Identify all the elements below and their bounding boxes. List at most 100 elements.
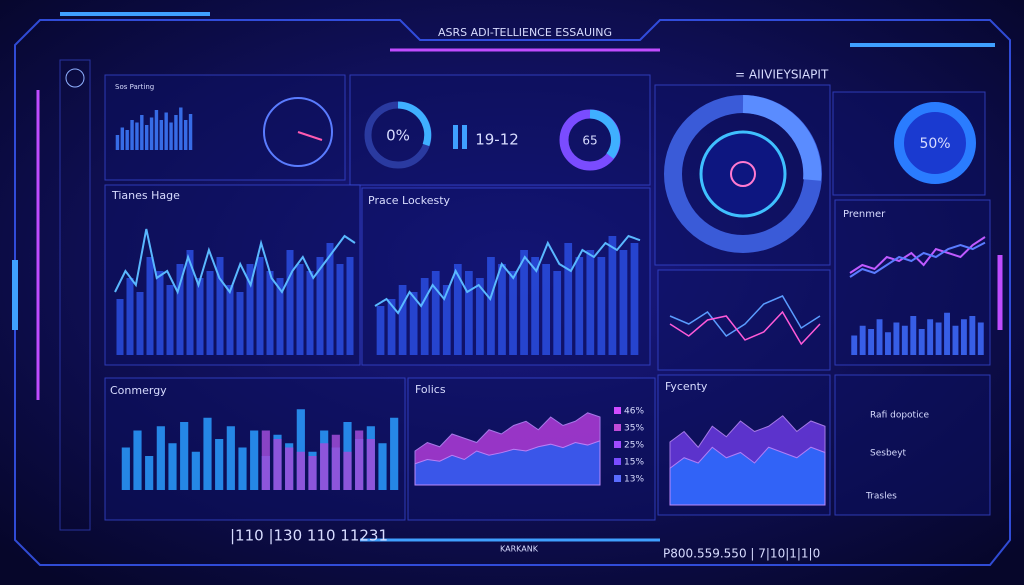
bar (115, 135, 120, 150)
panel-title: Folics (415, 383, 446, 396)
line (849, 241, 986, 278)
bar (215, 439, 224, 490)
bar (409, 292, 418, 355)
list-item[interactable]: Sesbeyt (870, 449, 907, 459)
bar (174, 115, 178, 150)
bar (316, 257, 324, 355)
panel-title: Fycenty (665, 380, 708, 393)
pause-bar (462, 125, 467, 149)
bar (343, 451, 352, 490)
list-item[interactable]: Trasles (865, 492, 897, 502)
bar (398, 285, 407, 355)
bar (355, 430, 364, 490)
legend-label: 46% (624, 407, 644, 417)
line (849, 236, 986, 274)
gauge-label: 0% (386, 127, 410, 145)
bar (261, 430, 270, 490)
bar (376, 306, 385, 355)
bar (296, 264, 304, 355)
bar (608, 236, 617, 355)
line (374, 234, 641, 315)
bar (146, 257, 154, 355)
bar (183, 120, 188, 150)
bar (520, 250, 528, 355)
sidebar-icon[interactable] (65, 68, 85, 88)
bar (476, 278, 484, 355)
panel (104, 74, 346, 181)
bar (464, 271, 473, 355)
bar (296, 451, 305, 490)
bar (366, 439, 375, 490)
sidebar (59, 59, 91, 531)
bar (140, 115, 144, 150)
bar (431, 271, 440, 355)
bar (868, 329, 875, 355)
bar (133, 430, 142, 490)
bar (509, 271, 517, 355)
bar (180, 422, 189, 490)
panel-title: Prenmer (843, 209, 886, 220)
legend-label: 13% (624, 475, 644, 485)
footer-text: P800.559.550 | 7|10|1|1|0 (663, 547, 820, 561)
bar (918, 329, 925, 355)
legend-label: 15% (624, 458, 644, 468)
donut-icon (730, 161, 756, 187)
line (114, 228, 356, 295)
bar (145, 456, 154, 490)
bar (851, 335, 858, 355)
bar (575, 257, 584, 355)
bar (935, 322, 942, 355)
bar (969, 316, 976, 355)
bar (196, 278, 204, 355)
bar (126, 278, 134, 355)
bar (453, 264, 462, 355)
bar (296, 409, 305, 490)
bar (273, 439, 282, 490)
bar (542, 264, 551, 355)
donut-segment (742, 95, 822, 181)
list-item[interactable]: Rafi dopotice (870, 411, 930, 421)
bar (859, 325, 866, 355)
bar (276, 278, 284, 355)
bar (564, 243, 573, 355)
bar (420, 278, 429, 355)
bar (952, 325, 959, 355)
bar (206, 271, 214, 355)
gauge-label: 19-12 (475, 131, 519, 149)
bar (125, 130, 129, 150)
bar (135, 122, 139, 150)
ring-gauge (894, 102, 976, 184)
bar (531, 257, 539, 355)
donut-core (699, 130, 787, 218)
bar (156, 426, 165, 490)
bar (390, 417, 399, 490)
bar (977, 322, 984, 355)
legend-swatch (614, 441, 621, 448)
legend-swatch (614, 475, 621, 482)
bar (226, 285, 234, 355)
bar (203, 417, 212, 490)
ring-fill (589, 109, 620, 159)
bar (238, 447, 247, 490)
footer-text: |110 |130 110 11231 (230, 527, 388, 545)
ring-fill (397, 101, 432, 147)
bar (326, 243, 334, 355)
bar (346, 257, 354, 355)
bar (186, 250, 194, 355)
bar (586, 250, 595, 355)
bar (164, 112, 168, 150)
clock-gauge (263, 97, 333, 167)
bar (188, 114, 193, 150)
bar (487, 257, 495, 355)
bar (191, 451, 200, 490)
gauge-label: 50% (919, 136, 950, 152)
frame (14, 19, 1011, 566)
line (669, 310, 821, 346)
bar (336, 264, 344, 355)
panel-title: Sos Parting (115, 83, 154, 91)
pause-bar (453, 125, 458, 149)
bar (619, 250, 628, 355)
gauge-label: 65 (582, 134, 597, 148)
panel (834, 374, 991, 516)
